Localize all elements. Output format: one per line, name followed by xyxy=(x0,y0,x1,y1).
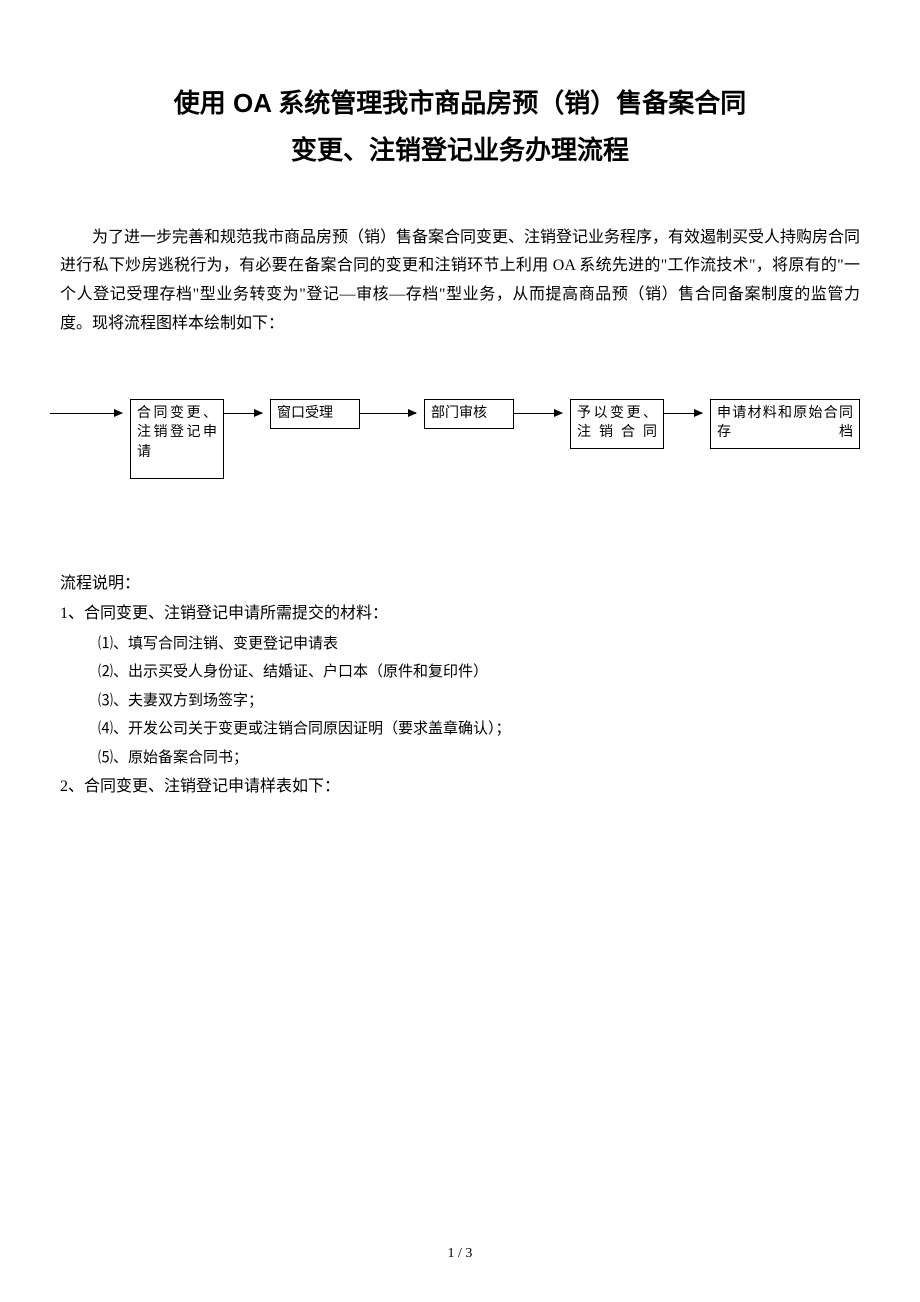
flow-node-1: 窗口受理 xyxy=(270,399,360,429)
flow-node-3: 予以变更、注销合同 xyxy=(570,399,664,449)
flow-arrow-4 xyxy=(664,413,702,414)
explanation-subitem-0-2: ⑶、夫妻双方到场签字； xyxy=(60,687,860,716)
page-number: 1 / 3 xyxy=(0,1246,920,1262)
explanation-subitem-0-3: ⑷、开发公司关于变更或注销合同原因证明（要求盖章确认）； xyxy=(60,715,860,744)
title-line-1: 使用 OA 系统管理我市商品房预（销）售备案合同 xyxy=(60,80,860,127)
flow-arrow-3 xyxy=(514,413,562,414)
explanation-header: 流程说明： xyxy=(60,569,860,599)
explanation-section: 流程说明： 1、合同变更、注销登记申请所需提交的材料：⑴、填写合同注销、变更登记… xyxy=(60,569,860,803)
intro-paragraph: 为了进一步完善和规范我市商品房预（销）售备案合同变更、注销登记业务程序，有效遏制… xyxy=(60,224,860,339)
flow-node-0: 合同变更、注销登记申请 xyxy=(130,399,224,479)
flow-node-4: 申请材料和原始合同存档 xyxy=(710,399,860,449)
flow-arrow-2 xyxy=(360,413,416,414)
title-line-2: 变更、注销登记业务办理流程 xyxy=(60,127,860,174)
explanation-item-0: 1、合同变更、注销登记申请所需提交的材料： xyxy=(60,599,860,629)
explanation-subitem-0-1: ⑵、出示买受人身份证、结婚证、户口本（原件和复印件） xyxy=(60,658,860,687)
document-title: 使用 OA 系统管理我市商品房预（销）售备案合同 变更、注销登记业务办理流程 xyxy=(60,80,860,174)
flow-arrow-1 xyxy=(224,413,262,414)
process-flowchart: 合同变更、注销登记申请 窗口受理 部门审核 予以变更、注销合同申请材料和原始合同存档 xyxy=(50,399,860,519)
explanation-subitem-0-4: ⑸、原始备案合同书； xyxy=(60,744,860,773)
flow-node-2: 部门审核 xyxy=(424,399,514,429)
explanation-item-1: 2、合同变更、注销登记申请样表如下： xyxy=(60,772,860,802)
flow-arrow-0 xyxy=(50,413,122,414)
explanation-subitem-0-0: ⑴、填写合同注销、变更登记申请表 xyxy=(60,630,860,659)
